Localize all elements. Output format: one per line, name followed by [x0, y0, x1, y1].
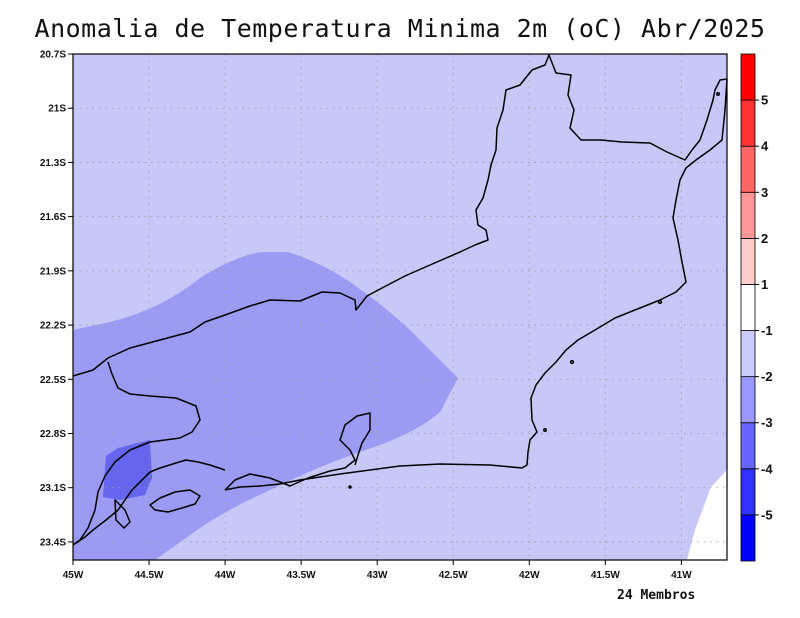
colorbar-bin — [740, 422, 756, 470]
x-tick-label: 43W — [367, 570, 388, 581]
colorbar-bin — [740, 284, 756, 331]
plot-border — [72, 53, 728, 561]
colorbar-bin — [740, 191, 756, 239]
x-tick-label: 41W — [671, 570, 692, 581]
colorbar-label: 4 — [761, 139, 769, 154]
anomaly-class-minus2 — [73, 252, 458, 560]
y-tick-label: 21.6S — [40, 212, 66, 223]
y-tick-label: 21.3S — [40, 158, 66, 169]
colorbar-label: 2 — [761, 231, 768, 246]
x-tick-label: 44W — [215, 570, 236, 581]
x-tick-label: 43.5W — [287, 570, 316, 581]
colorbar-bin — [740, 237, 756, 285]
map-frame — [73, 54, 727, 560]
colorbar-bin — [740, 468, 756, 516]
rio-de-janeiro-outline — [72, 54, 728, 546]
x-tick-label: 42.5W — [439, 570, 468, 581]
colorbar-label: -4 — [761, 461, 773, 476]
y-axis-ticks: 20.7S 21S 21.3S 21.6S 21.9S 22.2S 22.5S 22.8S 23… — [40, 50, 73, 548]
anomaly-class-near-zero — [687, 470, 727, 560]
colorbar-label: -2 — [761, 369, 773, 384]
y-tick-label: 22.8S — [40, 429, 66, 440]
y-tick-label: 21.9S — [40, 266, 66, 277]
colorbar-bin — [740, 53, 756, 101]
colorbar-label: -1 — [761, 323, 773, 338]
x-axis-ticks: 45W 44.5W 44W 43.5W 43W 42.5W 42W 41.5W 41W — [63, 560, 692, 581]
colorbar-label: 5 — [761, 93, 768, 108]
y-tick-label: 23.1S — [40, 483, 66, 494]
anomaly-class-minus3 — [103, 440, 152, 500]
colorbar-bin — [740, 514, 756, 562]
map-title: Anomalia de Temperatura Minima 2m (oC) A… — [34, 14, 766, 43]
y-tick-label: 20.7S — [40, 50, 66, 61]
colorbar: -5 -4 -3 -2 -1 1 2 3 4 5 — [740, 53, 773, 562]
colorbar-label: -5 — [761, 507, 773, 522]
colorbar-label: -3 — [761, 415, 773, 430]
y-tick-label: 23.4S — [40, 537, 66, 548]
colorbar-label: 3 — [761, 185, 768, 200]
colorbar-label: 1 — [761, 277, 768, 292]
colorbar-bin — [740, 99, 756, 147]
members-footnote: 24 Membros — [617, 588, 696, 603]
colorbar-bin — [740, 145, 756, 193]
colorbar-bin — [740, 376, 756, 424]
y-tick-label: 22.5S — [40, 375, 66, 386]
x-tick-label: 41.5W — [591, 570, 620, 581]
x-tick-label: 42W — [519, 570, 540, 581]
y-tick-label: 22.2S — [40, 321, 66, 332]
x-tick-label: 45W — [63, 570, 84, 581]
colorbar-bin — [740, 330, 756, 378]
y-tick-label: 21S — [48, 104, 66, 115]
x-tick-label: 44.5W — [135, 570, 164, 581]
